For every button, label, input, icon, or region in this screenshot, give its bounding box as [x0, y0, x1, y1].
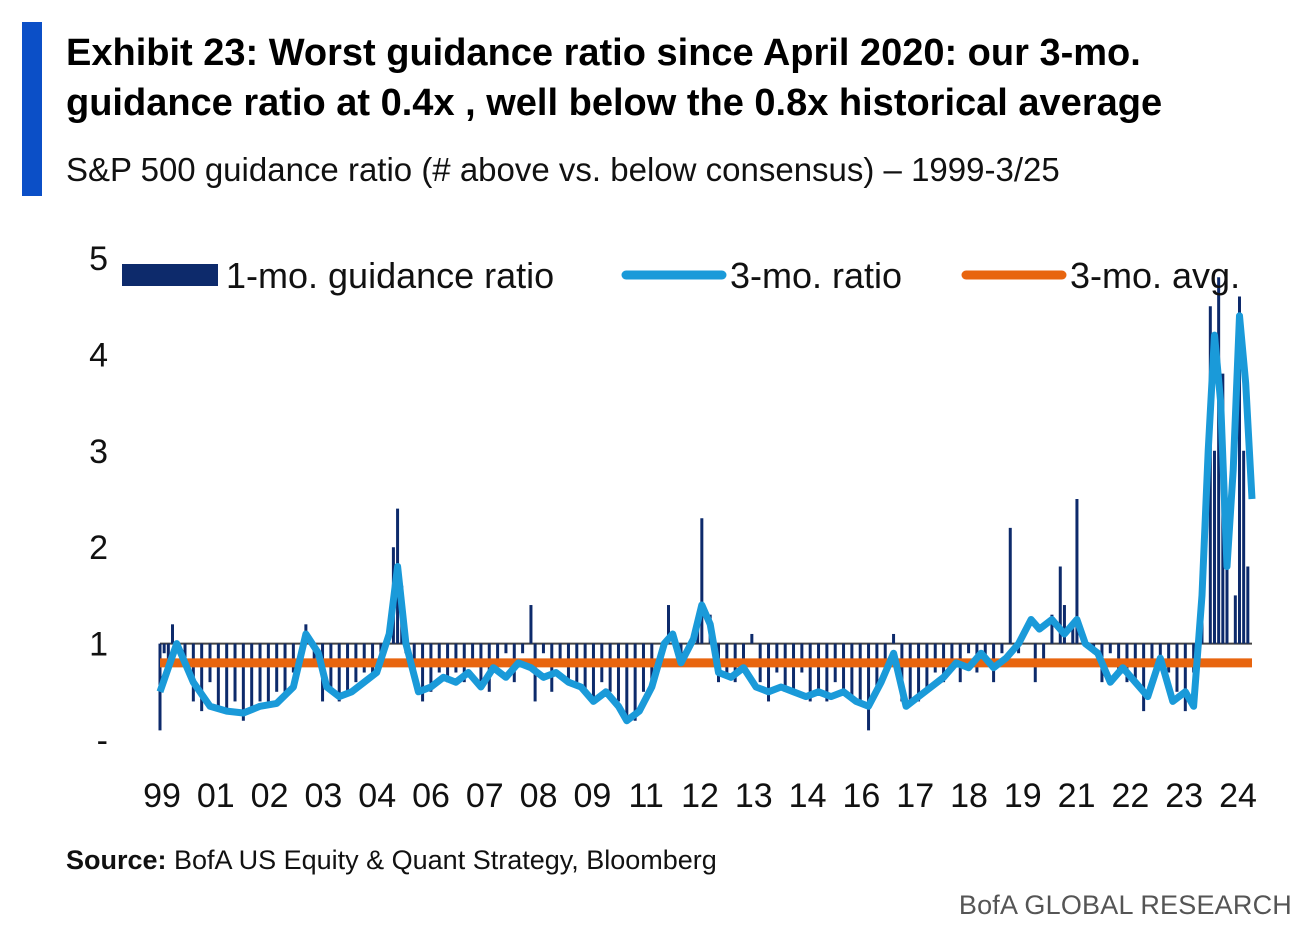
- x-tick-label: 12: [681, 777, 719, 815]
- x-tick-label: 01: [197, 777, 235, 815]
- source-label: Source:: [66, 845, 167, 875]
- x-tick-label: 21: [1058, 777, 1096, 815]
- x-tick-label: 19: [1004, 777, 1042, 815]
- x-tick-label: 17: [896, 777, 934, 815]
- ratio-line: [156, 312, 1256, 725]
- x-tick-label: 23: [1165, 777, 1203, 815]
- y-tick-label: 3: [89, 433, 108, 471]
- legend-label: 3-mo. ratio: [730, 255, 902, 296]
- y-tick-label: 4: [89, 336, 108, 374]
- x-tick-label: 22: [1111, 777, 1149, 815]
- source-note: Source: BofA US Equity & Quant Strategy,…: [66, 845, 717, 876]
- x-tick-label: 04: [358, 777, 396, 815]
- x-tick-label: 18: [950, 777, 988, 815]
- brand-label: BofA GLOBAL RESEARCH: [958, 890, 1292, 920]
- x-tick-label: 99: [143, 777, 181, 815]
- legend-label: 1-mo. guidance ratio: [226, 255, 554, 296]
- y-tick-label: 5: [89, 240, 108, 278]
- chart-subtitle: S&P 500 guidance ratio (# above vs. belo…: [66, 151, 1060, 188]
- x-tick-label: 14: [789, 777, 827, 815]
- x-tick-label: 11: [629, 777, 664, 815]
- x-tick-label: 03: [304, 777, 342, 815]
- x-tick-label: 16: [842, 777, 880, 815]
- legend-swatch: [122, 264, 218, 286]
- source-text: BofA US Equity & Quant Strategy, Bloombe…: [166, 845, 717, 875]
- x-tick-label: 13: [735, 777, 773, 815]
- legend-label: 3-mo. avg.: [1070, 255, 1240, 296]
- x-tick-label: 09: [573, 777, 611, 815]
- y-tick-label: 2: [89, 529, 108, 567]
- x-tick-label: 07: [466, 777, 504, 815]
- x-tick-label: 24: [1219, 777, 1257, 815]
- y-tick-label: 1: [89, 626, 108, 664]
- x-tick-label: 02: [251, 777, 289, 815]
- accent-bar: [22, 22, 42, 196]
- y-tick-label: -: [97, 722, 108, 760]
- x-tick-label: 08: [520, 777, 558, 815]
- x-tick-label: 06: [412, 777, 450, 815]
- chart-title: Exhibit 23: Worst guidance ratio since A…: [66, 32, 1163, 124]
